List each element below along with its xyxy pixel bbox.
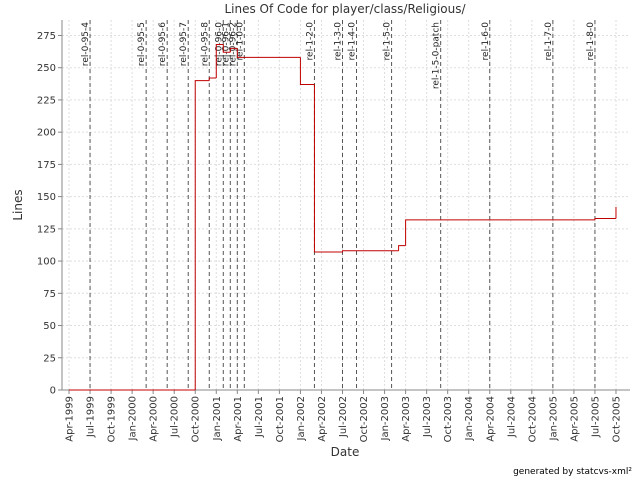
x-tick-label: Jul-2004 — [506, 396, 517, 438]
x-tick-label: Jul-2001 — [254, 396, 265, 438]
x-tick-label: Apr-2002 — [317, 396, 328, 442]
release-label: rel-1-7-0 — [544, 22, 554, 61]
release-label: rel-0-95-7 — [179, 22, 189, 66]
y-axis-label: Lines — [11, 189, 25, 220]
y-tick-label: 125 — [37, 224, 56, 235]
line-step — [405, 219, 595, 246]
release-label: rel-1-5-0 — [383, 22, 393, 61]
line-step — [208, 77, 217, 81]
x-tick-label: Jan-2000 — [128, 396, 139, 441]
y-tick-label: 250 — [37, 63, 56, 74]
x-tick-label: Apr-2000 — [149, 396, 160, 442]
release-label: rel-0-96-2 — [228, 22, 238, 66]
release-label: rel-0-96-0 — [214, 22, 224, 66]
release-label: rel-1-2-0 — [305, 22, 315, 61]
release-label: rel-0-95-8 — [200, 22, 210, 66]
x-tick-label: Jan-2001 — [212, 396, 223, 441]
x-tick-label: Apr-1999 — [65, 396, 76, 442]
line-step — [299, 57, 315, 85]
release-label: rel-0-95-6 — [158, 22, 168, 66]
release-label: rel-1-3-0 — [333, 22, 343, 61]
footer: generated by statcvs-xml² — [513, 467, 632, 477]
y-tick-label: 175 — [37, 160, 56, 171]
x-tick-label: Jan-2003 — [380, 396, 391, 441]
x-axis-label: Date — [331, 445, 360, 459]
line-step — [594, 218, 616, 220]
chart-title: Lines Of Code for player/class/Religious… — [224, 2, 466, 16]
release-label: rel-1-5-0-patch — [432, 22, 442, 89]
x-tick-label: Apr-2001 — [233, 396, 244, 442]
x-tick-label: Oct-2004 — [527, 396, 538, 442]
x-tick-label: Oct-2000 — [191, 396, 202, 442]
x-tick-label: Apr-2003 — [401, 396, 412, 442]
y-tick-label: 150 — [37, 192, 56, 203]
x-tick-label: Jul-2002 — [338, 396, 349, 438]
release-label: rel-1-6-0 — [481, 22, 491, 61]
y-tick-label: 25 — [43, 353, 56, 364]
y-tick-label: 275 — [37, 31, 56, 42]
release-label: rel-1-0-0 — [235, 22, 245, 61]
x-tick-label: Apr-2005 — [569, 396, 580, 442]
release-label: rel-1-4-0 — [348, 22, 358, 61]
y-tick-label: 100 — [37, 257, 56, 268]
line-step — [229, 47, 238, 53]
y-tick-label: 75 — [43, 289, 56, 300]
x-tick-label: Jul-2003 — [422, 396, 433, 438]
release-label: rel-1-8-0 — [586, 22, 596, 61]
x-tick-label: Apr-2004 — [485, 396, 496, 442]
y-tick-label: 200 — [37, 128, 56, 139]
x-tick-label: Oct-1999 — [107, 396, 118, 442]
line-step — [313, 84, 343, 253]
x-tick-label: Oct-2002 — [359, 396, 370, 442]
line-step — [398, 245, 406, 251]
x-tick-label: Jul-2000 — [170, 396, 181, 438]
y-tick-label: 225 — [37, 95, 56, 106]
line-step — [222, 44, 231, 53]
release-label: rel-0-96-1 — [221, 22, 231, 66]
line-step — [215, 43, 224, 79]
x-tick-label: Jan-2005 — [548, 396, 559, 441]
x-tick-label: Oct-2001 — [275, 396, 286, 442]
y-tick-label: 0 — [50, 386, 56, 397]
line-step — [236, 48, 301, 58]
line-step — [341, 250, 399, 253]
x-tick-label: Oct-2005 — [611, 396, 622, 442]
x-tick-label: Jul-1999 — [86, 396, 97, 438]
x-tick-label: Jul-2005 — [590, 396, 601, 438]
x-tick-label: Oct-2003 — [443, 396, 454, 442]
release-label: rel-0-95-5 — [137, 22, 147, 66]
release-label: rel-0-95-4 — [81, 22, 91, 66]
x-tick-label: Jan-2002 — [296, 396, 307, 441]
x-tick-label: Jan-2004 — [464, 396, 475, 441]
line-step — [194, 80, 210, 390]
y-tick-label: 50 — [43, 321, 56, 332]
